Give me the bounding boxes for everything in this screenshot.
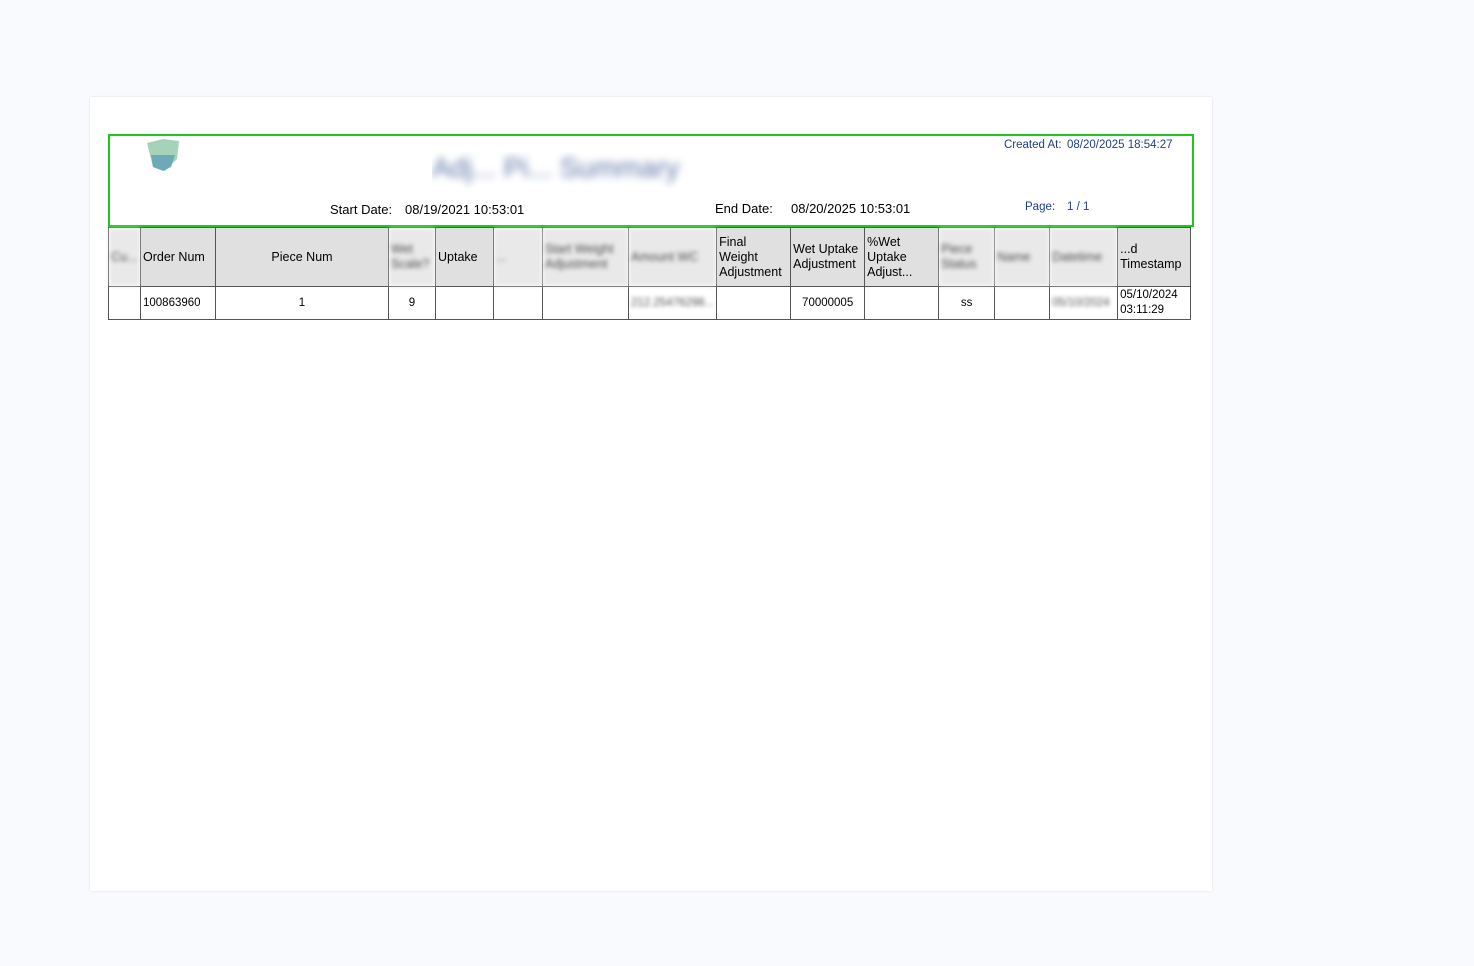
table-cell: 1 <box>215 286 389 320</box>
table-cell: 05/10/2024 <box>1049 286 1119 320</box>
table-cell: ss <box>938 286 996 320</box>
column-header: Name <box>994 227 1051 287</box>
column-header: %Wet Uptake Adjust... <box>864 227 940 287</box>
column-header: Uptake <box>435 227 494 287</box>
table-cell: 70000005 <box>790 286 866 320</box>
end-date-label: End Date: <box>715 201 773 216</box>
column-header: ... <box>493 227 543 287</box>
column-header: Piece Status <box>938 227 996 287</box>
report-title: Adj... Pi... Summary <box>432 152 680 183</box>
page-label: Page: <box>1025 201 1056 213</box>
table-cell <box>864 286 940 320</box>
table-cell: 100863960 <box>140 286 216 320</box>
column-header: Final Weight Adjustment <box>716 227 792 287</box>
column-header: Order Num <box>140 227 216 287</box>
table-cell: 212.25476298... <box>627 286 718 320</box>
created-at-label: Created At: <box>1004 139 1062 151</box>
table-cell <box>108 286 141 320</box>
column-header: Piece Num <box>215 227 389 287</box>
column-header: Datetime <box>1049 227 1119 287</box>
column-header: ...d Timestamp <box>1117 227 1192 287</box>
table-cell: 05/10/2024 03:11:29 <box>1117 286 1192 320</box>
company-logo-icon <box>147 139 179 171</box>
start-date-label: Start Date: <box>330 202 393 217</box>
table-cell <box>994 286 1051 320</box>
created-at-value: 08/20/2025 18:54:27 <box>1067 139 1173 151</box>
column-header: Start Weight Adjustment <box>542 227 629 287</box>
report-header-box <box>108 134 1194 227</box>
table-cell <box>542 286 629 320</box>
table-cell <box>493 286 543 320</box>
column-header: Amount WC <box>627 227 718 287</box>
end-date-value: 08/20/2025 10:53:01 <box>791 201 911 216</box>
table-header-row: Cu... Order Num Piece Num Wet Scale? Uptake.… <box>108 227 1192 287</box>
table-cell: 9 <box>388 286 436 320</box>
report-table: Cu... Order Num Piece Num Wet Scale? Uptake.… <box>108 227 1192 320</box>
table-row: 100863960 1 9 212.25476298... 70000005 ss 05/1… <box>108 286 1192 320</box>
column-header: Wet Uptake Adjustment <box>790 227 866 287</box>
table-cell <box>716 286 792 320</box>
start-date-value: 08/19/2021 10:53:01 <box>405 202 525 217</box>
column-header: Cu... <box>108 227 141 287</box>
table-cell <box>435 286 494 320</box>
column-header: Wet Scale? <box>388 227 436 287</box>
page-value: 1 / 1 <box>1067 201 1090 213</box>
